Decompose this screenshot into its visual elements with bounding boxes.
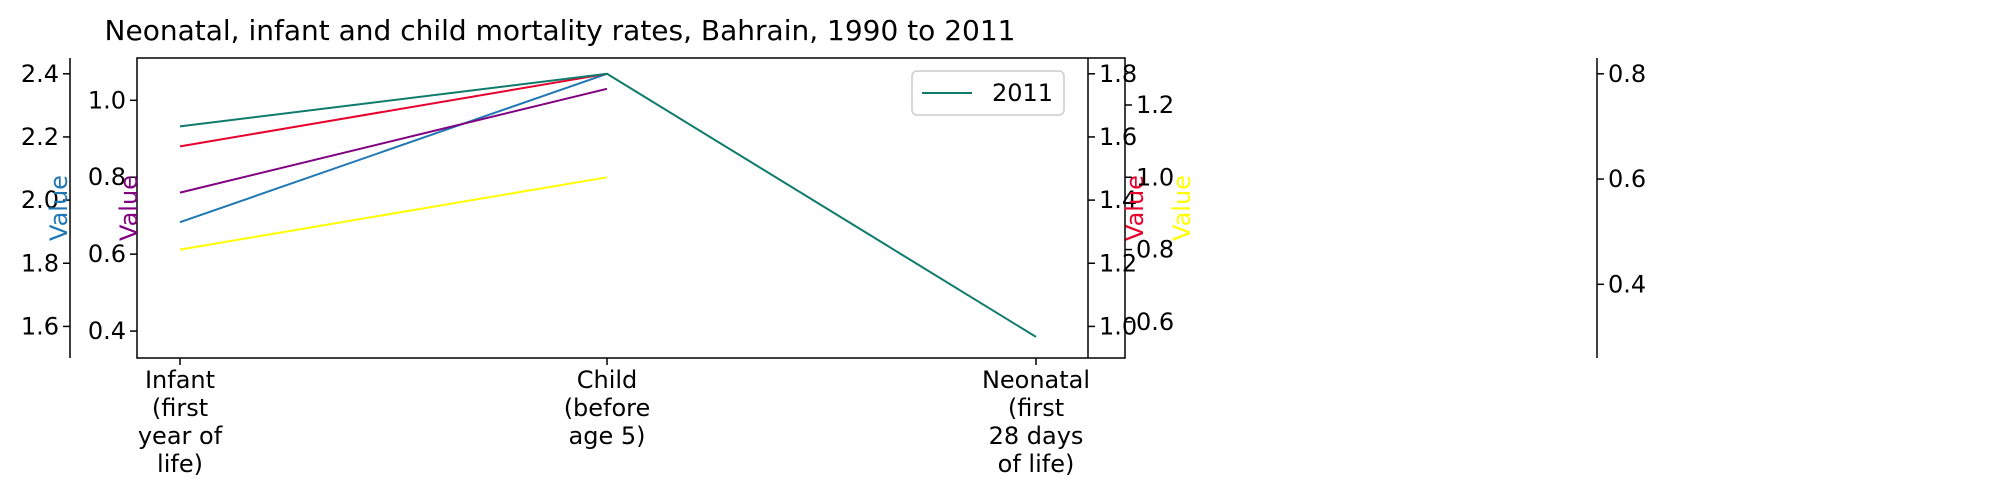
y-tick-label: 1.0 (1099, 312, 1137, 340)
y-tick-label: 0.6 (88, 240, 126, 268)
y-tick-label: 0.6 (1136, 308, 1174, 336)
series-layer (180, 74, 1036, 337)
series-line-5 (180, 74, 1036, 337)
y-axis-title-2: Value (115, 175, 143, 241)
y-tick-label: 1.2 (1136, 91, 1174, 119)
axes-layer: 1.61.82.02.22.4Value0.40.60.81.0Value1.0… (21, 58, 1646, 358)
series-line-3 (180, 74, 607, 147)
y-tick-label: 0.6 (1608, 165, 1646, 193)
y-tick-label: 1.2 (1099, 249, 1137, 277)
legend-label: 2011 (992, 79, 1053, 107)
legend: 2011 (912, 71, 1064, 115)
y-tick-label: 1.8 (1099, 60, 1137, 88)
x-tick-label: Neonatal (first 28 days of life) (982, 366, 1090, 478)
y-axis-title-4: Value (1168, 175, 1196, 241)
y-tick-label: 0.4 (88, 317, 126, 345)
y-tick-label: 1.6 (21, 312, 59, 340)
x-tick-layer: Infant (first year of life) Child (before age … (138, 358, 1090, 478)
y-tick-label: 1.8 (21, 249, 59, 277)
series-line-1 (180, 74, 607, 222)
x-tick-label: Infant (first year of life) (138, 366, 223, 478)
y-tick-label: 2.2 (21, 123, 59, 151)
series-line-2 (180, 89, 607, 193)
x-tick-label: Child (before age 5) (564, 366, 651, 450)
y-tick-label: 1.0 (88, 86, 126, 114)
chart-title: Neonatal, infant and child mortality rat… (105, 14, 1016, 47)
y-tick-label: 0.8 (1608, 60, 1646, 88)
y-tick-label: 0.4 (1608, 270, 1646, 298)
y-axis-title-1: Value (45, 175, 73, 241)
series-line-4 (180, 177, 607, 249)
y-tick-label: 2.4 (21, 60, 59, 88)
y-tick-label: 1.6 (1099, 123, 1137, 151)
